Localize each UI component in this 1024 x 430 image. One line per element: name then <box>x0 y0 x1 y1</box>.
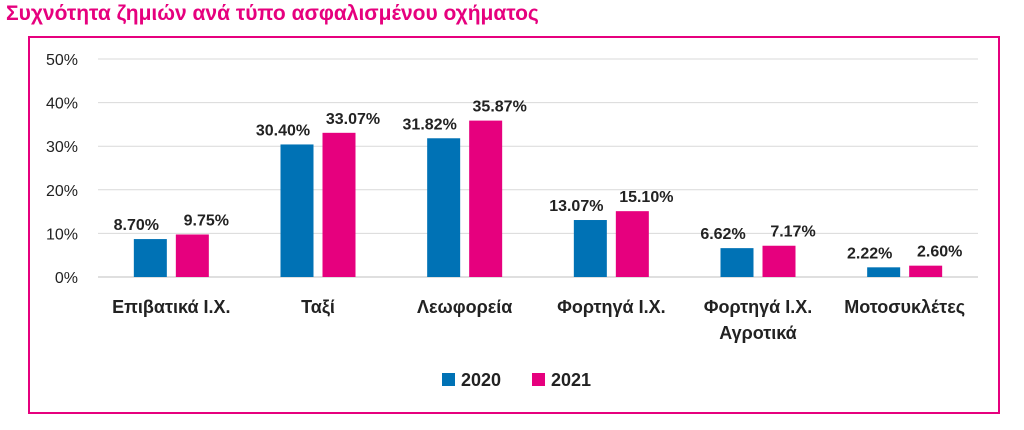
category-label: Φορτηγά Ι.Χ. <box>557 297 666 317</box>
category-label: Ταξί <box>301 297 335 318</box>
bar-2021 <box>322 132 356 277</box>
chart-frame <box>28 36 1000 414</box>
legend-label: 2021 <box>551 370 591 390</box>
bar-2020 <box>280 144 314 277</box>
data-labels: 8.70% 9.75% 30.40% 33.07% 31.82% 35.87% 13.07%… <box>114 99 963 263</box>
bar-2020 <box>573 220 607 277</box>
y-tick-label: 0% <box>55 270 78 287</box>
category-label: Λεωφορεία <box>417 297 512 317</box>
bar-2020 <box>427 138 461 277</box>
data-label: 6.62% <box>700 226 745 243</box>
legend-label: 2020 <box>461 370 501 390</box>
data-label: 35.87% <box>473 99 527 116</box>
y-tick-label: 10% <box>46 226 78 243</box>
bar-2020 <box>720 248 754 277</box>
bar-2021 <box>909 265 943 277</box>
category-label: Αγροτικά <box>719 323 797 343</box>
bar-2020 <box>867 267 901 277</box>
y-tick-label: 20% <box>46 183 78 200</box>
legend: 2020 2021 <box>442 370 591 390</box>
category-label: Μοτοσυκλέτες <box>844 297 965 317</box>
data-label: 2.60% <box>917 244 962 261</box>
bars <box>133 120 943 277</box>
bar-2021 <box>469 120 503 277</box>
bar-2021 <box>175 234 209 277</box>
data-label: 31.82% <box>403 116 457 133</box>
y-axis-ticks: 0% 10% 20% 30% 40% 50% <box>46 52 78 287</box>
chart-title: Συχνότητα ζημιών ανά τύπο ασφαλισμένου ο… <box>6 2 539 25</box>
category-label: Φορτηγά Ι.Χ. <box>704 297 813 317</box>
y-tick-label: 30% <box>46 139 78 156</box>
data-label: 7.17% <box>770 224 815 241</box>
data-label: 2.22% <box>847 245 892 262</box>
data-label: 30.40% <box>256 122 310 139</box>
category-labels: Επιβατικά Ι.Χ. Ταξί Λεωφορεία Φορτηγά Ι.Χ. Φ… <box>112 297 965 343</box>
bar-2021 <box>615 211 649 277</box>
y-tick-label: 50% <box>46 52 78 69</box>
gridlines <box>98 58 978 278</box>
data-label: 9.75% <box>184 212 229 229</box>
legend-swatch-2021 <box>532 373 545 386</box>
bar-2021 <box>762 245 796 277</box>
bar-2020 <box>133 239 167 277</box>
data-label: 8.70% <box>114 217 159 234</box>
data-label: 15.10% <box>619 189 673 206</box>
legend-swatch-2020 <box>442 373 455 386</box>
y-tick-label: 40% <box>46 96 78 113</box>
category-label: Επιβατικά Ι.Χ. <box>112 297 230 317</box>
data-label: 33.07% <box>326 111 380 128</box>
data-label: 13.07% <box>549 198 603 215</box>
